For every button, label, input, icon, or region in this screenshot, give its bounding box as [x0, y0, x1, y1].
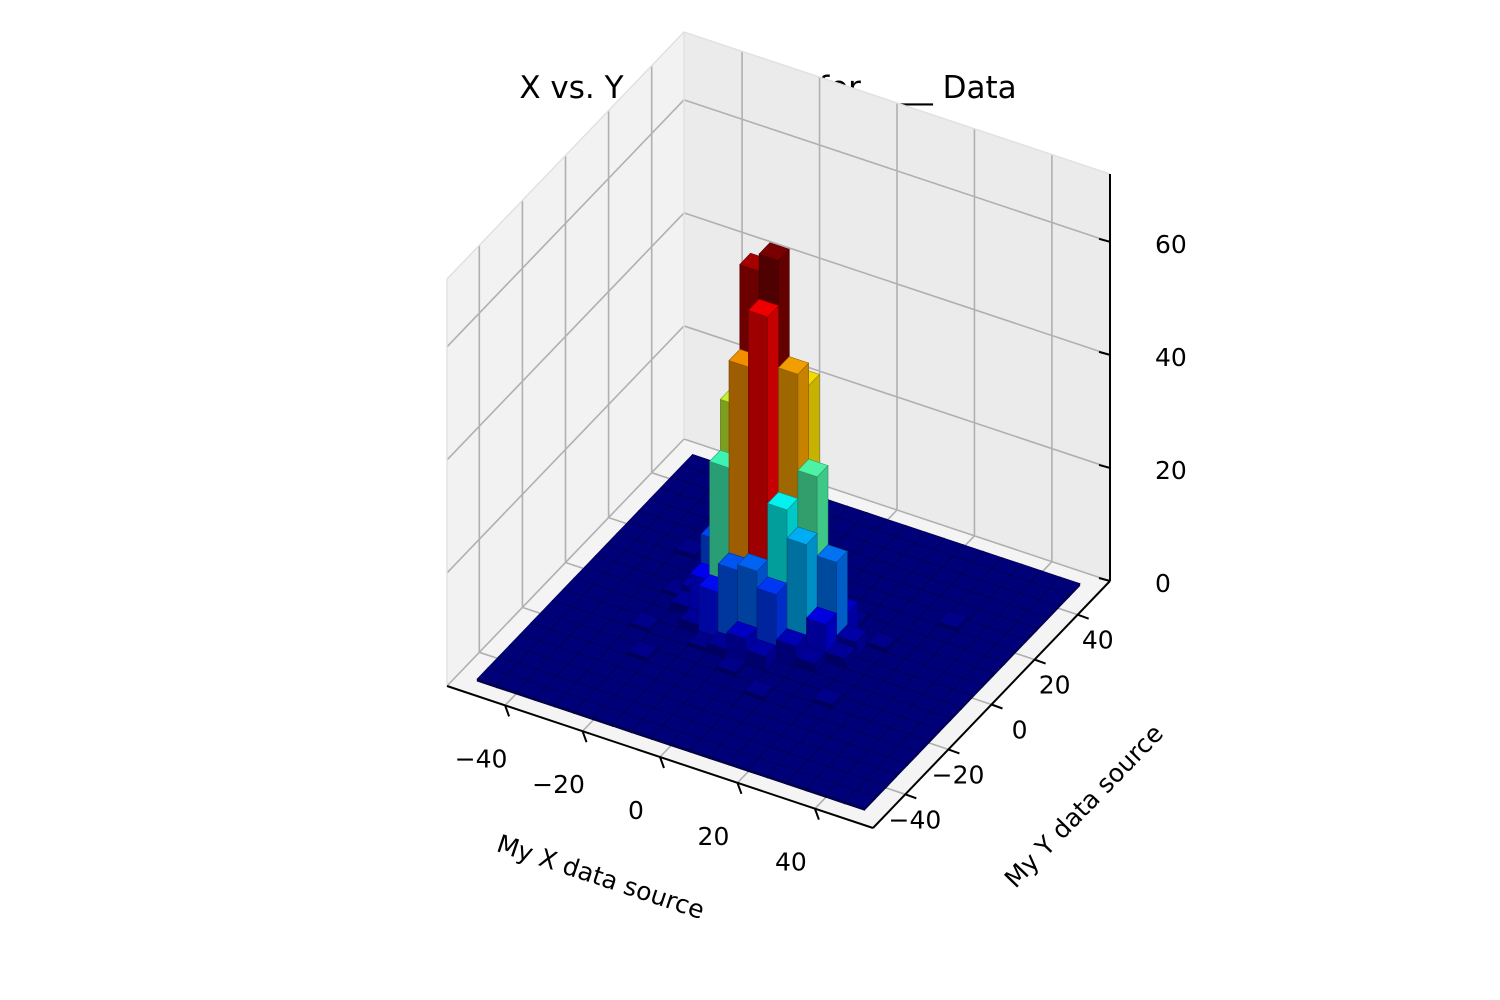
y-tick	[948, 748, 960, 755]
bar	[743, 678, 775, 704]
floor-tile	[728, 751, 760, 773]
pane-edge	[446, 31, 685, 280]
y-axis-label: My Y data source	[999, 719, 1169, 894]
grid-line	[446, 212, 685, 461]
floor-tile	[898, 733, 930, 755]
grid-line	[446, 325, 685, 574]
pane-edge	[683, 31, 1111, 175]
y-tick-label: −40	[889, 805, 942, 834]
bar	[795, 645, 827, 677]
floor-tile	[844, 790, 876, 812]
y-tick	[904, 793, 917, 800]
x-tick-label: −20	[532, 770, 585, 799]
x-tick	[813, 808, 820, 820]
z-tick-label: 60	[1155, 230, 1187, 259]
y-tick	[1034, 658, 1046, 665]
y-tick-label: 20	[1039, 671, 1071, 700]
z-tick	[1098, 577, 1111, 582]
z-tick	[1098, 350, 1111, 356]
y-tick	[1077, 613, 1090, 620]
x-tick	[659, 756, 665, 769]
x-tick	[581, 730, 588, 743]
grid-line	[683, 99, 1111, 243]
grid-line	[446, 99, 685, 348]
x-tick	[504, 705, 511, 717]
grid-line	[683, 212, 1111, 356]
z-tick-label: 20	[1155, 456, 1187, 485]
y-tick-label: −20	[932, 760, 985, 789]
x-tick-label: 0	[628, 796, 644, 825]
z-tick-label: 40	[1155, 343, 1187, 372]
y-tick-label: 40	[1082, 626, 1114, 655]
z-tick	[1098, 463, 1111, 469]
y-tick-label: 0	[1012, 716, 1028, 745]
x-tick	[736, 782, 743, 795]
x-axis-label: My X data source	[493, 829, 708, 925]
z-tick-label: 0	[1155, 569, 1171, 598]
bar-series	[476, 242, 1081, 812]
y-tick	[991, 703, 1003, 710]
z-tick	[1098, 237, 1111, 243]
x-tick-label: −40	[455, 744, 508, 773]
tick-marks: −40 −20 0 20 40 −40 −20 0 20 40 0 20 40 60	[455, 230, 1187, 877]
bar	[825, 641, 857, 672]
x-tick-label: 20	[698, 822, 730, 851]
x-tick-label: 40	[775, 848, 807, 877]
